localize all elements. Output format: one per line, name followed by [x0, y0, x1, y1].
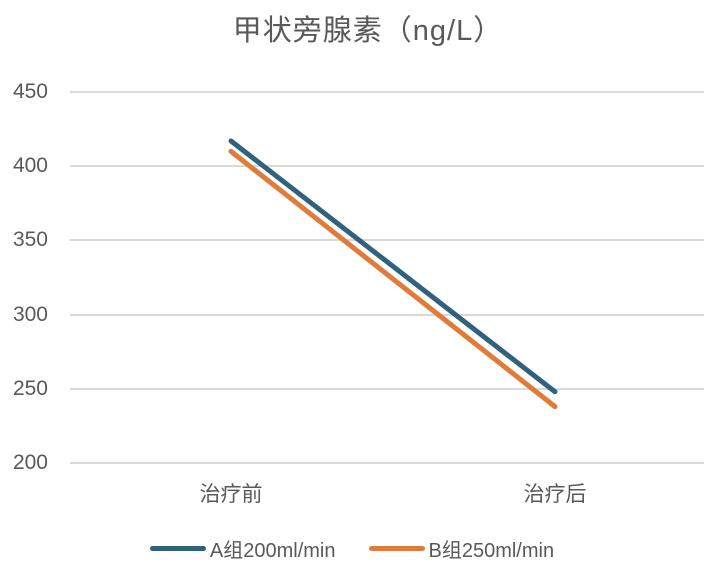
- x-axis-category-label: 治疗后: [523, 483, 587, 506]
- gridline: [70, 313, 704, 316]
- series-line: [228, 148, 558, 410]
- legend: A组200ml/min B组250ml/min: [0, 534, 704, 563]
- legend-item: B组250ml/min: [368, 534, 555, 563]
- x-axis-category-label: 治疗前: [199, 483, 263, 506]
- gridline: [70, 91, 704, 93]
- legend-line-swatch: [149, 546, 206, 551]
- gridline: [70, 387, 704, 390]
- legend-line-swatch: [368, 546, 425, 551]
- gridline: [70, 239, 704, 242]
- y-axis-tick-label: 200: [12, 451, 48, 474]
- y-axis-tick-label: 400: [12, 154, 48, 178]
- y-axis-tick-label: 300: [12, 302, 48, 326]
- legend-item: A组200ml/min: [149, 534, 336, 563]
- y-axis-tick-label: 450: [12, 80, 48, 103]
- y-axis-tick-label: 250: [12, 376, 48, 400]
- legend-label: B组250ml/min: [428, 540, 555, 562]
- y-axis-tick-label: 350: [12, 228, 48, 252]
- series-line: [228, 138, 558, 395]
- gridline: [70, 165, 704, 168]
- chart-title: 甲状旁腺素（ng/L）: [232, 15, 504, 47]
- gridline: [70, 462, 704, 464]
- legend-label: A组200ml/min: [209, 540, 336, 562]
